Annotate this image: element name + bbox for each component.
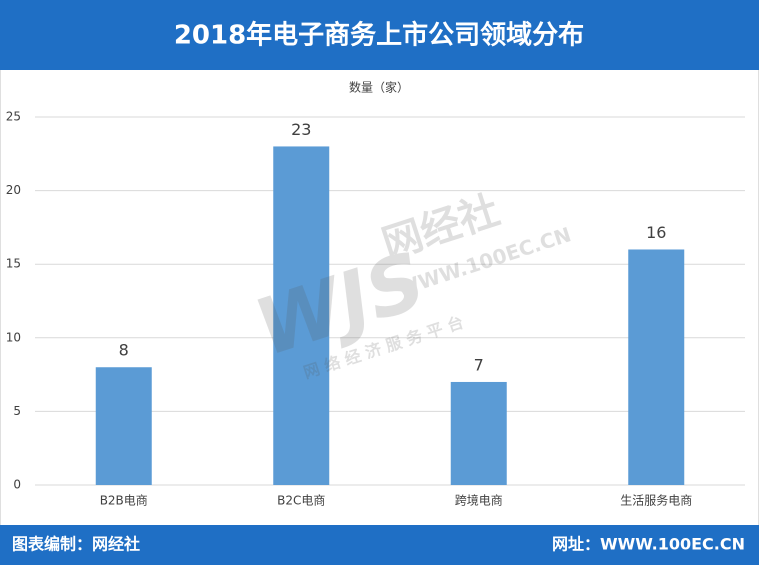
footer-bar [0,525,759,565]
data-label: 23 [291,120,311,139]
data-label: 7 [474,355,484,374]
x-tick-label: B2C电商 [277,493,325,508]
y-tick-label: 0 [13,478,21,492]
footer-left: 图表编制：网经社 [12,535,140,554]
y-axis-label: 数量（家） [349,80,409,95]
x-tick-label: 跨境电商 [455,493,503,508]
y-tick-label: 10 [6,330,21,344]
y-tick-label: 20 [6,183,21,197]
footer-right: 网址：WWW.100EC.CN [552,535,745,554]
x-tick-label: B2B电商 [100,493,148,508]
y-tick-label: 5 [13,404,21,418]
bar [628,249,685,485]
chart-title: 2018年电子商务上市公司领域分布 [174,20,584,51]
header-bar [0,0,759,70]
bar [95,367,152,485]
y-tick-label: 15 [6,257,21,271]
data-label: 8 [119,341,129,360]
y-tick-label: 25 [6,110,21,124]
bar [450,381,507,485]
data-label: 16 [646,223,666,242]
bar [273,146,330,485]
x-tick-label: 生活服务电商 [620,493,692,508]
